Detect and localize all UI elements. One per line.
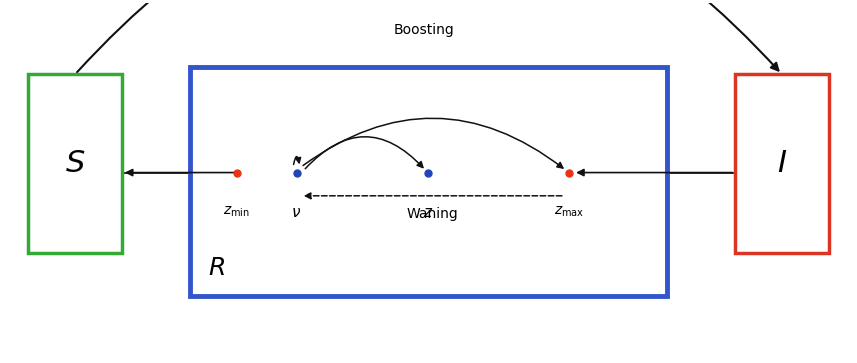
Point	[422, 170, 435, 175]
Text: Boosting: Boosting	[394, 23, 454, 37]
FancyBboxPatch shape	[735, 74, 829, 253]
Text: S: S	[65, 149, 85, 178]
Text: $\nu$: $\nu$	[291, 205, 302, 220]
Point	[562, 170, 576, 175]
Text: $z_{\mathrm{min}}$: $z_{\mathrm{min}}$	[224, 205, 250, 219]
Text: I: I	[777, 149, 787, 178]
Point	[290, 170, 303, 175]
Text: Waning: Waning	[407, 207, 458, 220]
Text: R: R	[208, 256, 225, 280]
Text: $z$: $z$	[423, 205, 434, 220]
Text: $z_{\mathrm{max}}$: $z_{\mathrm{max}}$	[554, 205, 584, 219]
FancyBboxPatch shape	[28, 74, 122, 253]
FancyArrowPatch shape	[294, 156, 301, 164]
Point	[230, 170, 243, 175]
FancyBboxPatch shape	[190, 67, 667, 296]
FancyArrowPatch shape	[77, 0, 778, 72]
